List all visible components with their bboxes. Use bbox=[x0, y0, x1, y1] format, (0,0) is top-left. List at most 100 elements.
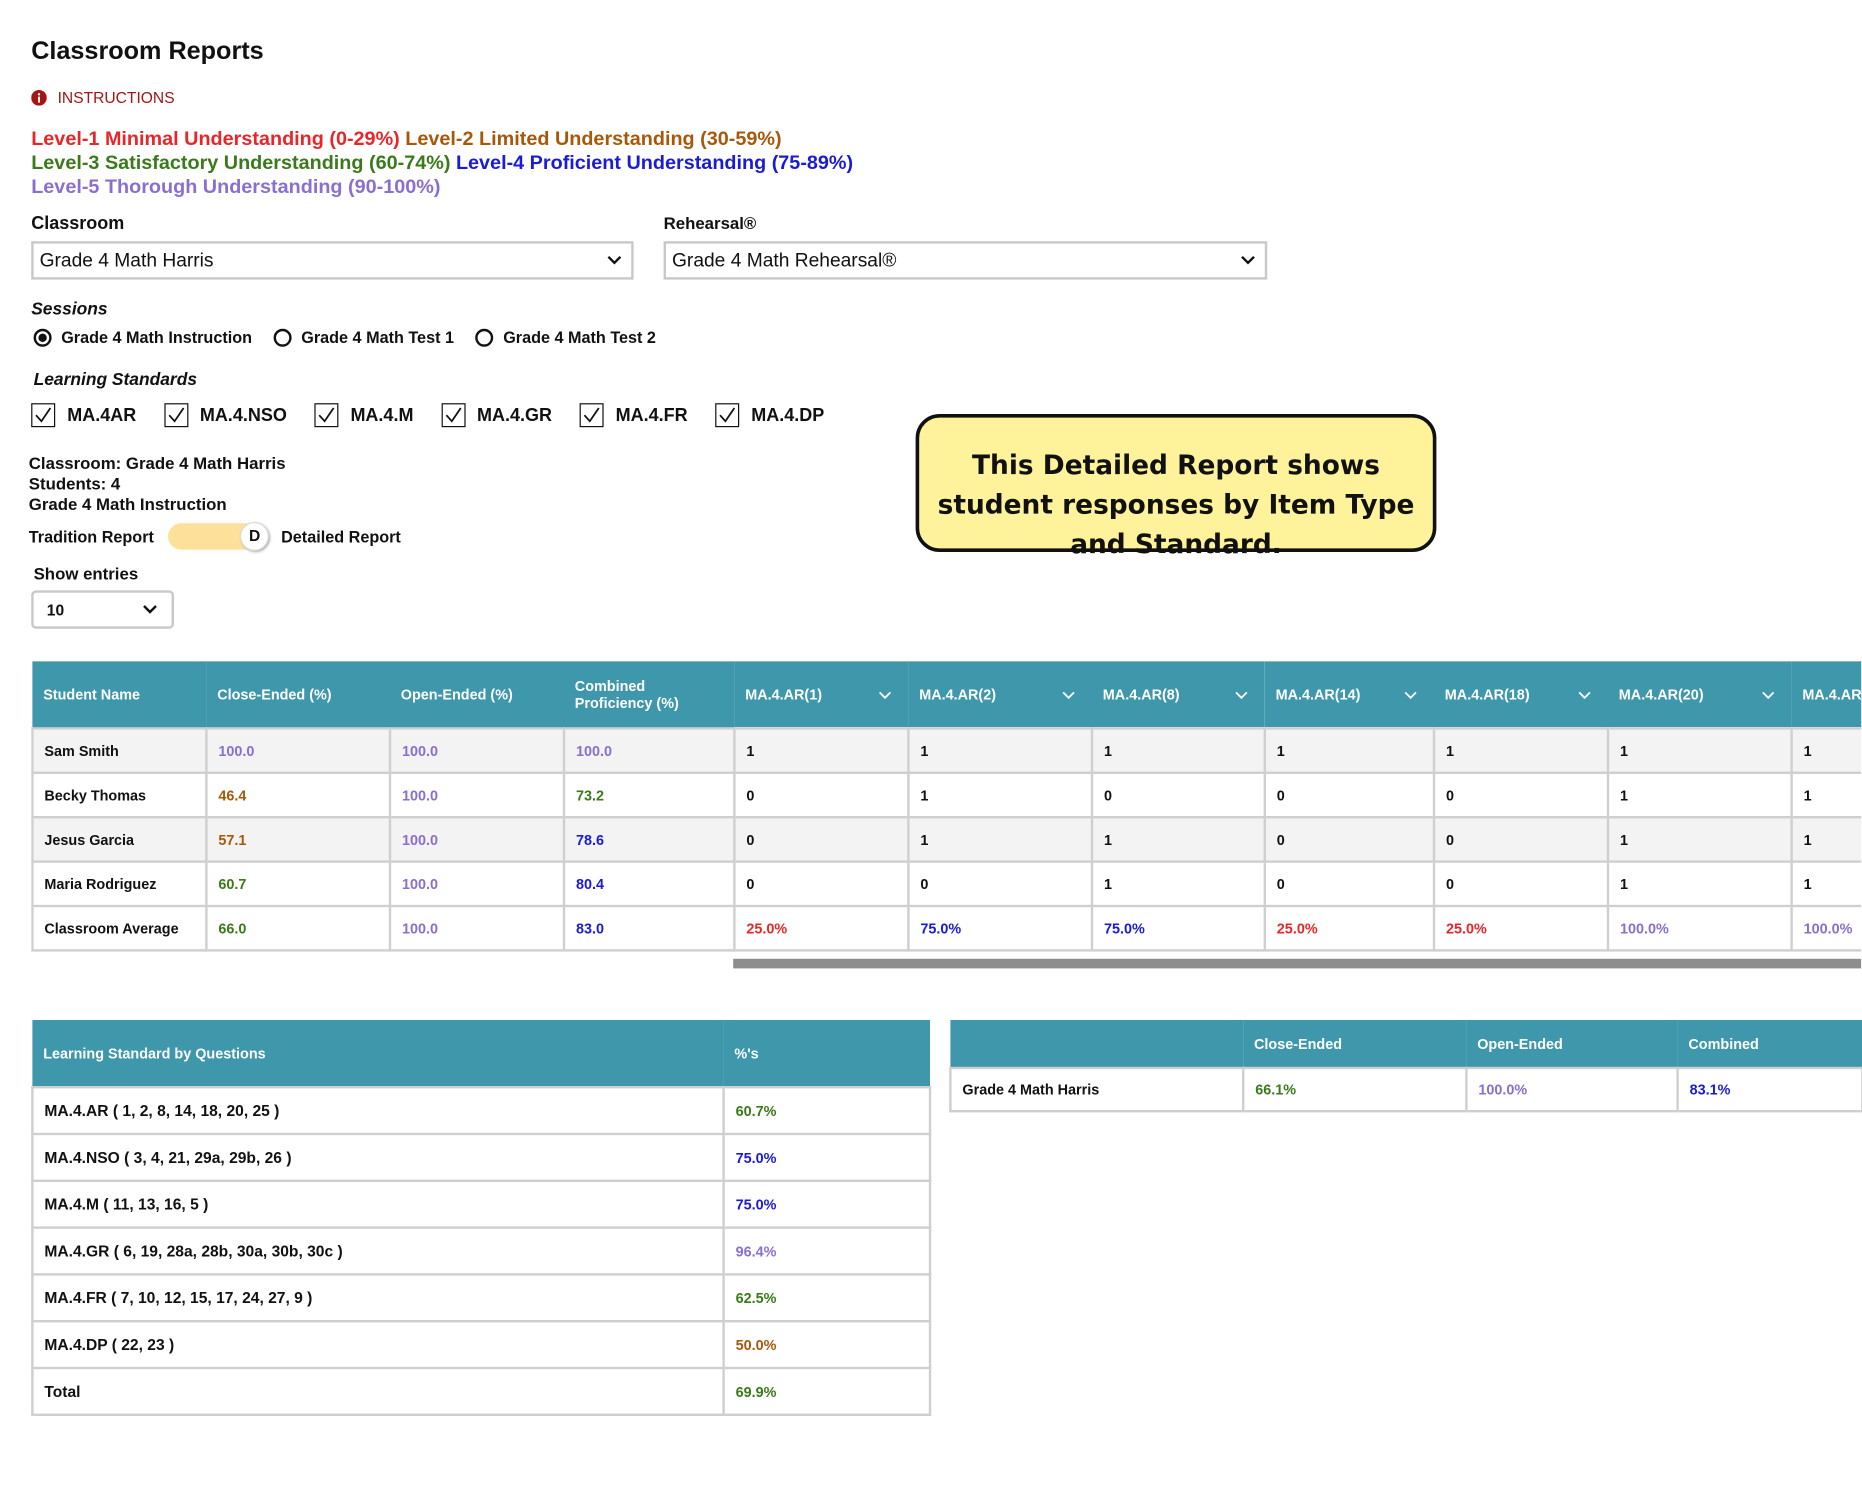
table-cell: 1 bbox=[907, 771, 1094, 819]
chevron bbox=[607, 255, 622, 265]
toggle-left-label: Tradition Report bbox=[28, 527, 154, 546]
radio-dot[interactable] bbox=[33, 328, 52, 347]
checkbox-box[interactable] bbox=[579, 403, 604, 428]
sort-chevron[interactable] bbox=[1404, 691, 1417, 700]
table-cell: 1 bbox=[1606, 860, 1793, 908]
table-row: MA.4.NSO ( 3, 4, 21, 29a, 29b, 26 ) 75.0% bbox=[31, 1132, 932, 1183]
column-header: Learning Standard by Questions bbox=[32, 1020, 724, 1088]
table-row: Total 69.9% bbox=[31, 1366, 932, 1417]
table-row: MA.4.AR ( 1, 2, 8, 14, 18, 20, 25 ) 60.7% bbox=[31, 1086, 932, 1136]
table-cell: 100.0 bbox=[205, 727, 392, 775]
standards-label: Learning Standards bbox=[33, 370, 198, 391]
standard-checkbox[interactable]: MA.4.NSO bbox=[163, 403, 287, 428]
table-cell: 100.0 bbox=[388, 904, 566, 952]
sessions-label: Sessions bbox=[31, 300, 108, 320]
sort-chevron[interactable] bbox=[1762, 691, 1775, 700]
sort-chevron[interactable] bbox=[878, 691, 892, 700]
classroom-select[interactable]: Grade 4 Math Harris bbox=[31, 241, 634, 280]
table-cell: 100.0 bbox=[388, 771, 566, 819]
session-radio[interactable]: Grade 4 Math Test 1 bbox=[273, 328, 454, 347]
checkbox-box[interactable] bbox=[314, 403, 339, 428]
summary-classroom: Classroom: Grade 4 Math Harris bbox=[28, 453, 286, 473]
column-header: MA.4.AR(1) bbox=[734, 661, 909, 729]
radio-dot[interactable] bbox=[273, 328, 292, 347]
table-cell: 73.2 bbox=[562, 771, 736, 819]
table-cell: 66.0 bbox=[205, 904, 392, 952]
table-row: Becky Thomas 46.4 100.0 73.2 0 1 0 0 0 1 1 bbox=[31, 771, 1862, 819]
session-label: Grade 4 Math Test 1 bbox=[301, 328, 454, 347]
table-row: Jesus Garcia 57.1 100.0 78.6 0 1 1 0 0 1 1 bbox=[31, 816, 1862, 863]
callout: This Detailed Report shows student respo… bbox=[915, 414, 1437, 560]
checkbox-box[interactable] bbox=[441, 403, 466, 428]
standard-label: MA.4.GR bbox=[477, 405, 553, 426]
standard-checkbox[interactable]: MA.4AR bbox=[31, 403, 136, 428]
table-cell: 66.1% bbox=[1242, 1066, 1468, 1113]
table-row: MA.4.DP ( 22, 23 ) 50.0% bbox=[31, 1320, 932, 1370]
table-cell: MA.4.NSO ( 3, 4, 21, 29a, 29b, 26 ) bbox=[31, 1132, 725, 1183]
table-cell: 57.1 bbox=[205, 816, 392, 863]
table-cell: 25.0% bbox=[1263, 904, 1436, 952]
column-header: MA.4.AR(2) bbox=[908, 661, 1092, 729]
table-cell: 1 bbox=[733, 727, 910, 775]
table-cell: Jesus Garcia bbox=[31, 816, 208, 863]
table-cell: Maria Rodriguez bbox=[31, 860, 208, 908]
table-row: MA.4.M ( 11, 13, 16, 5 ) 75.0% bbox=[31, 1179, 932, 1229]
standard-checkbox[interactable]: MA.4.M bbox=[314, 403, 413, 428]
table-cell: 25.0% bbox=[733, 904, 910, 952]
table-cell: Sam Smith bbox=[31, 727, 208, 775]
table-cell: 1 bbox=[1790, 771, 1862, 819]
table-cell: 0 bbox=[1263, 771, 1436, 819]
check bbox=[167, 407, 184, 423]
table-row: Grade 4 Math Harris 66.1% 100.0% 83.1% bbox=[949, 1066, 1862, 1113]
standard-checkbox[interactable]: MA.4.DP bbox=[715, 403, 825, 428]
classroom-label: Classroom bbox=[31, 213, 125, 235]
sort-chevron[interactable] bbox=[1578, 691, 1591, 700]
page-title: Classroom Reports bbox=[31, 37, 264, 65]
table-cell: Classroom Average bbox=[31, 904, 208, 952]
table-cell: 1 bbox=[1432, 727, 1610, 775]
instructions[interactable]: INSTRUCTIONS bbox=[31, 88, 175, 107]
checkbox-box[interactable] bbox=[31, 403, 56, 428]
checkbox-box[interactable] bbox=[715, 403, 740, 428]
column-header: MA.4.AR(8) bbox=[1092, 661, 1265, 729]
table-cell: 62.5% bbox=[722, 1273, 932, 1323]
instructions-label[interactable]: INSTRUCTIONS bbox=[57, 88, 175, 107]
table-cell: 100.0% bbox=[1606, 904, 1793, 952]
chevron bbox=[1241, 255, 1255, 265]
table-cell: 100.0 bbox=[388, 816, 566, 863]
column-header: Close-Ended bbox=[1243, 1020, 1467, 1068]
rehearsal-select[interactable]: Grade 4 Math Rehearsal® bbox=[663, 241, 1268, 280]
sort-chevron[interactable] bbox=[1235, 691, 1248, 700]
standards-table: Learning Standard by Questions %'s MA.4.AR… bbox=[31, 1020, 932, 1417]
session-radio[interactable]: Grade 4 Math Instruction bbox=[33, 328, 252, 347]
table-cell: 0 bbox=[1432, 816, 1610, 863]
column-header: Close-Ended (%) bbox=[206, 661, 391, 729]
table-cell: 50.0% bbox=[722, 1320, 932, 1370]
check bbox=[318, 407, 335, 423]
sort-chevron[interactable] bbox=[1062, 691, 1075, 700]
table-cell: 75.0% bbox=[722, 1132, 932, 1183]
entries-select[interactable]: 10 bbox=[31, 590, 175, 629]
radio-dot[interactable] bbox=[475, 328, 494, 347]
checkbox-box[interactable] bbox=[163, 403, 188, 428]
table-cell: 78.6 bbox=[562, 816, 736, 863]
standard-checkbox[interactable]: MA.4.GR bbox=[441, 403, 553, 428]
table-cell: 1 bbox=[1606, 771, 1793, 819]
header-row: Learning Standard by Questions %'s bbox=[32, 1020, 931, 1088]
table-cell: 1 bbox=[1606, 727, 1793, 775]
student-table: Student Name Close-Ended (%) Open-Ended (%… bbox=[31, 661, 1862, 952]
column-header: MA.4.AR(20) bbox=[1608, 661, 1792, 729]
scrollbar[interactable] bbox=[733, 958, 1862, 969]
table-cell: 0 bbox=[733, 816, 910, 863]
check bbox=[35, 407, 52, 423]
table-cell: 1 bbox=[1090, 816, 1267, 863]
table-cell: 1 bbox=[1090, 860, 1267, 908]
standard-label: MA.4.DP bbox=[751, 405, 825, 426]
toggle-right-label: Detailed Report bbox=[281, 527, 401, 546]
standard-checkbox[interactable]: MA.4.FR bbox=[579, 403, 688, 428]
column-header: MA.4.AR(14) bbox=[1264, 661, 1434, 729]
session-radio[interactable]: Grade 4 Math Test 2 bbox=[475, 328, 656, 347]
table-cell: 100.0 bbox=[388, 727, 566, 775]
toggle-switch[interactable]: D bbox=[168, 522, 270, 551]
